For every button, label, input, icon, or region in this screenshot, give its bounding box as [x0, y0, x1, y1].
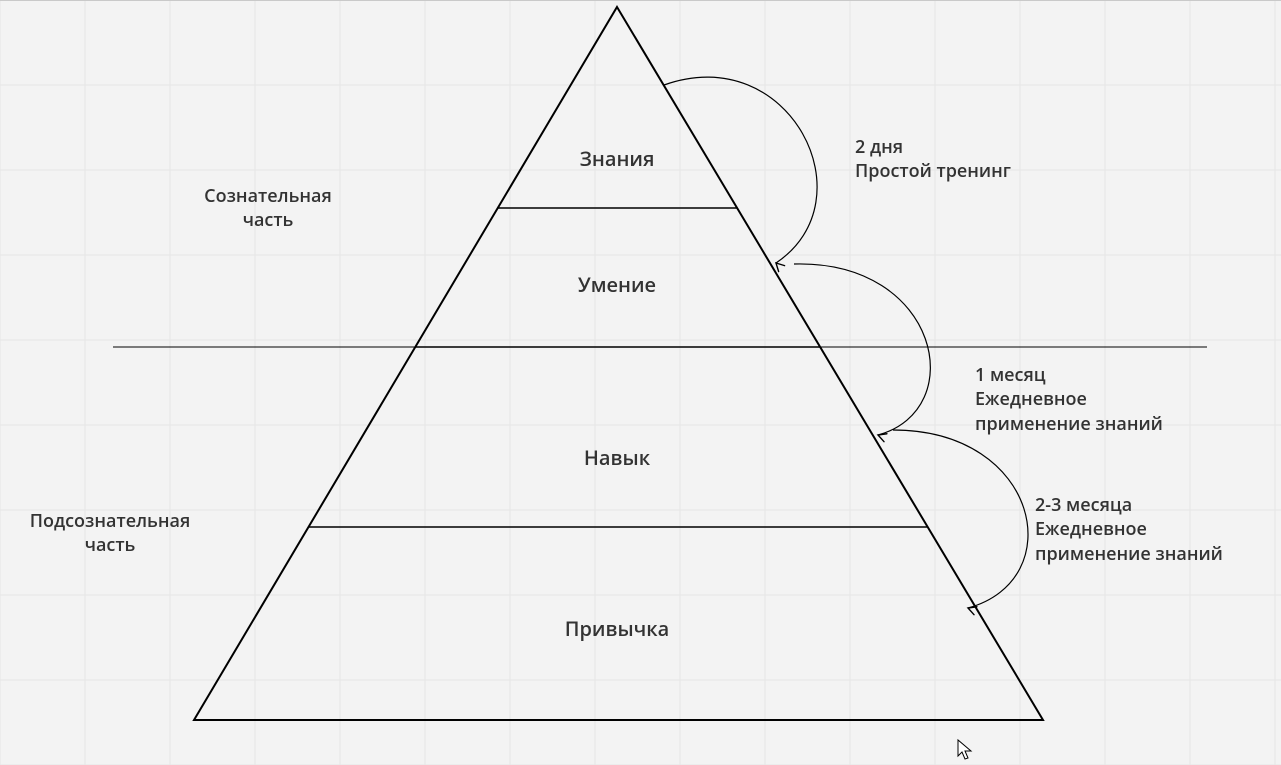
pyramid-level-label-0: Знания [580, 145, 655, 172]
pyramid-level-label-3: Привычка [565, 615, 670, 642]
arc-label-0: 2 дня Простой тренинг [855, 135, 1011, 184]
diagram-canvas: Знания Умение Навык Привычка Сознательная ча… [0, 0, 1281, 765]
pyramid-level-label-2: Навык [584, 444, 650, 471]
pyramid-level-label-1: Умение [578, 271, 656, 298]
conscious-label: Сознательная часть [204, 184, 332, 233]
subconscious-label: Подсознательная часть [30, 509, 191, 558]
arc-label-2: 2-3 месяца Ежедневное применение знаний [1035, 493, 1223, 566]
arc-label-1: 1 месяц Ежедневное применение знаний [975, 363, 1163, 436]
